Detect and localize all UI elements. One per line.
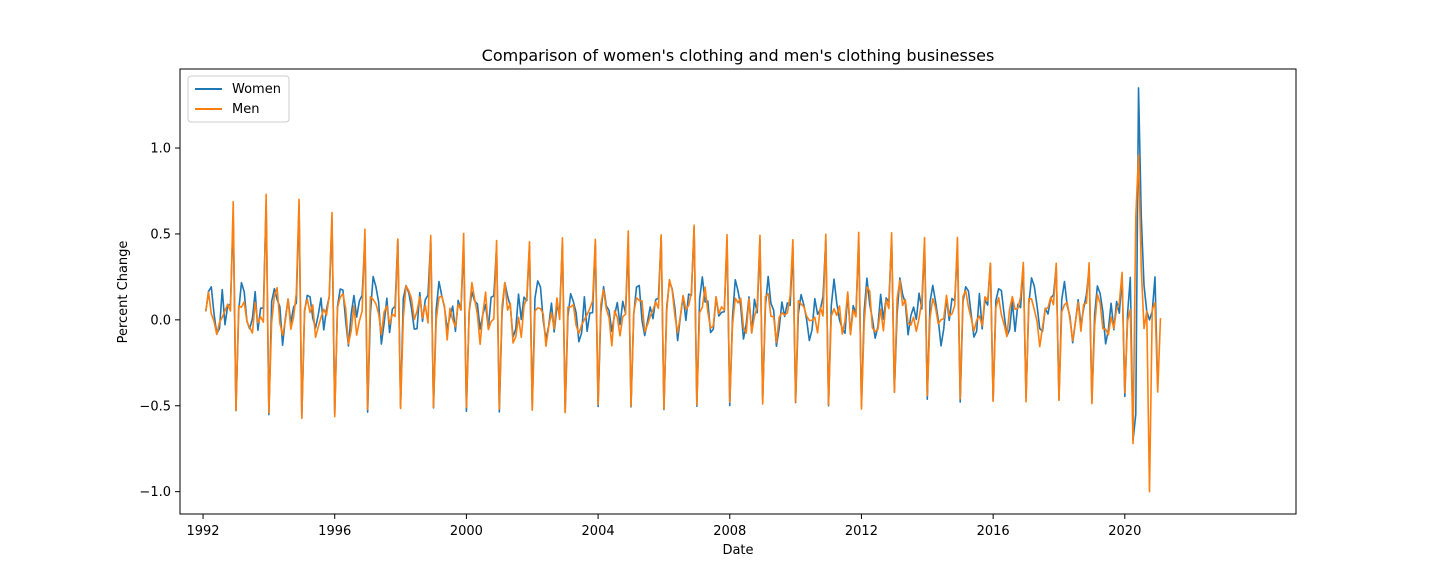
legend-label-women: Women xyxy=(232,82,281,97)
x-tick-label: 2012 xyxy=(845,524,878,539)
y-tick-label: 1.0 xyxy=(150,142,171,157)
x-tick-label: 2008 xyxy=(713,524,746,539)
series-layer xyxy=(204,87,1162,493)
x-tick-label: 2004 xyxy=(582,524,615,539)
x-tick-label: 1992 xyxy=(186,524,219,539)
y-axis: −1.0 −0.5 0.0 0.5 1.0 xyxy=(139,142,180,500)
y-tick-label: −0.5 xyxy=(139,399,171,414)
y-tick-label: 0.5 xyxy=(150,227,171,242)
x-axis: 1992 1996 2000 2004 2008 2012 2016 2020 xyxy=(186,514,1141,539)
series-line-women xyxy=(204,87,1159,441)
x-tick-label: 2016 xyxy=(977,524,1010,539)
legend: Women Men xyxy=(187,75,290,123)
y-tick-label: 0.0 xyxy=(150,313,171,328)
chart-title: Comparison of women's clothing and men's… xyxy=(482,46,995,65)
x-axis-label: Date xyxy=(722,543,753,558)
legend-label-men: Men xyxy=(232,102,259,117)
x-tick-label: 2020 xyxy=(1108,524,1141,539)
x-tick-label: 1996 xyxy=(318,524,351,539)
y-tick-label: −1.0 xyxy=(139,485,171,500)
legend-box xyxy=(187,75,290,123)
plot-frame xyxy=(179,68,1297,515)
series-line-men xyxy=(204,154,1162,493)
x-tick-label: 2000 xyxy=(450,524,483,539)
y-axis-label: Percent Change xyxy=(116,241,131,344)
